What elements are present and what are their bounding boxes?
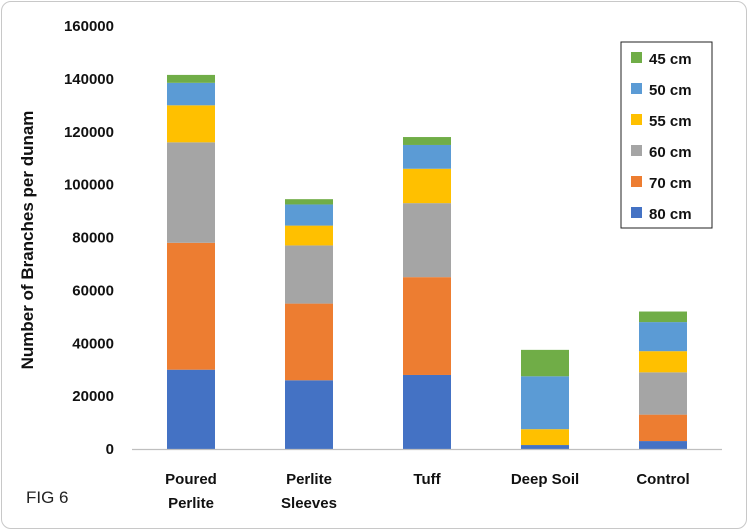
bar-segment-80cm-1 xyxy=(285,380,333,449)
bar-segment-45cm-3 xyxy=(521,349,569,377)
axes-layer: 0 20000 40000 60000 80000 100000 120000 140000 1… xyxy=(64,18,722,512)
y-tick-label-8: 160000 xyxy=(64,18,114,35)
bar-segment-50cm-4 xyxy=(639,322,687,352)
y-tick-label-0: 0 xyxy=(106,441,114,458)
bar-segment-80cm-0 xyxy=(167,369,215,449)
legend-label-60cm: 60 cm xyxy=(649,144,692,161)
legend-swatch-70cm xyxy=(631,176,642,187)
bar-segment-70cm-4 xyxy=(639,414,687,442)
bar-segment-60cm-0 xyxy=(167,142,215,243)
legend-label-70cm: 70 cm xyxy=(649,175,692,192)
y-tick-label-2: 40000 xyxy=(72,335,114,352)
bar-segment-80cm-4 xyxy=(639,441,687,449)
legend-label-80cm: 80 cm xyxy=(649,206,692,223)
y-tick-label-5: 100000 xyxy=(64,177,114,194)
x-tick-label-0-1: Perlite xyxy=(168,495,214,512)
legend-swatch-55cm xyxy=(631,114,642,125)
bar-segment-55cm-1 xyxy=(285,225,333,246)
bar-segment-45cm-0 xyxy=(167,74,215,83)
y-tick-label-3: 60000 xyxy=(72,282,114,299)
legend-label-50cm: 50 cm xyxy=(649,82,692,99)
bar-segment-70cm-1 xyxy=(285,303,333,381)
bar-segment-50cm-1 xyxy=(285,204,333,226)
y-tick-label-7: 140000 xyxy=(64,71,114,88)
bar-segment-45cm-1 xyxy=(285,199,333,205)
bar-segment-70cm-0 xyxy=(167,242,215,370)
legend-swatch-50cm xyxy=(631,83,642,94)
x-tick-label-3-0: Deep Soil xyxy=(511,471,579,488)
bar-segment-55cm-0 xyxy=(167,105,215,143)
legend-swatch-80cm xyxy=(631,207,642,218)
bar-segment-60cm-4 xyxy=(639,372,687,415)
bar-segment-60cm-2 xyxy=(403,203,451,278)
bar-segment-60cm-1 xyxy=(285,245,333,304)
bar-segment-55cm-2 xyxy=(403,168,451,204)
y-tick-label-4: 80000 xyxy=(72,230,114,247)
bar-segment-70cm-2 xyxy=(403,277,451,375)
x-tick-label-2-0: Tuff xyxy=(413,471,441,488)
legend-swatch-60cm xyxy=(631,145,642,156)
x-tick-label-0-0: Poured xyxy=(165,471,217,488)
legend-swatch-45cm xyxy=(631,52,642,63)
bar-segment-45cm-2 xyxy=(403,137,451,145)
bar-segment-80cm-2 xyxy=(403,374,451,449)
legend-box xyxy=(620,41,713,229)
bar-segment-50cm-0 xyxy=(167,82,215,106)
legend-label-45cm: 45 cm xyxy=(649,51,692,68)
legend-label-55cm: 55 cm xyxy=(649,113,692,130)
bar-segment-50cm-2 xyxy=(403,144,451,169)
bar-segment-55cm-4 xyxy=(639,351,687,373)
bar-segment-45cm-4 xyxy=(639,311,687,323)
bars-layer xyxy=(167,74,687,449)
x-tick-label-4-0: Control xyxy=(636,471,689,488)
legend: 45 cm 50 cm 55 cm 60 cm 70 cm 80 cm xyxy=(620,41,713,229)
bar-segment-50cm-3 xyxy=(521,376,569,430)
y-tick-label-6: 120000 xyxy=(64,124,114,141)
x-tick-label-1-0: Perlite xyxy=(286,471,332,488)
bar-segment-80cm-3 xyxy=(521,445,569,449)
bar-segment-55cm-3 xyxy=(521,429,569,446)
y-tick-label-1: 20000 xyxy=(72,388,114,405)
x-tick-label-1-1: Sleeves xyxy=(281,495,337,512)
